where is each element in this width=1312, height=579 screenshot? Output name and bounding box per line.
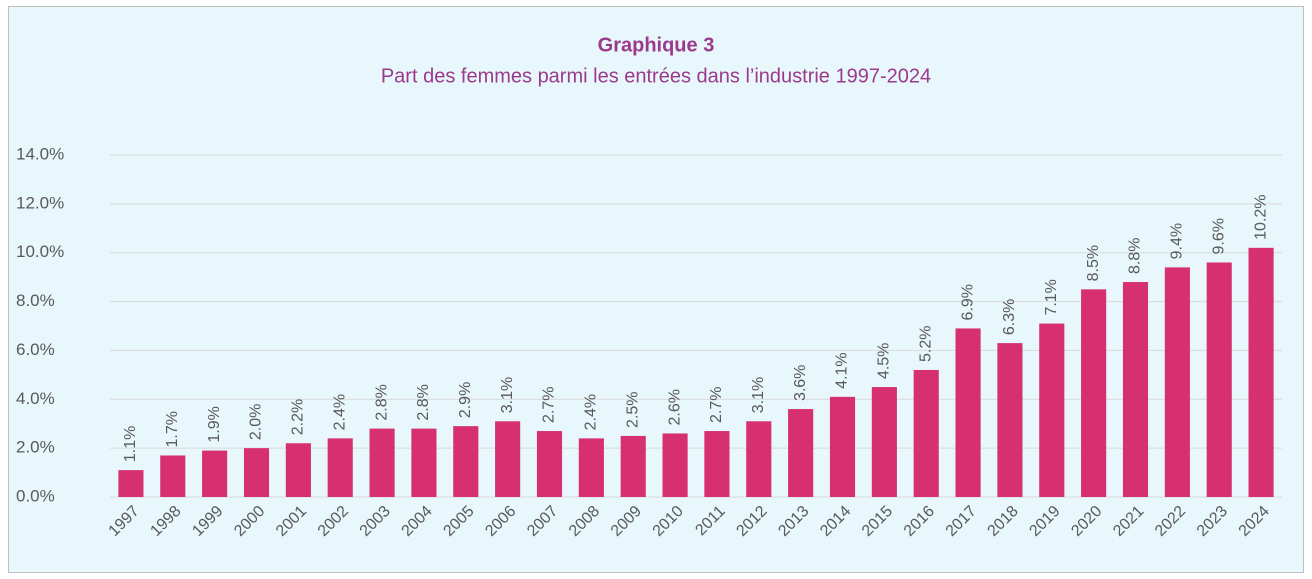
chart-title: Graphique 3 bbox=[598, 34, 715, 56]
value-label: 5.2% bbox=[917, 326, 934, 362]
value-label: 3.1% bbox=[499, 377, 516, 413]
bar bbox=[411, 428, 437, 497]
value-label: 1.9% bbox=[206, 406, 223, 442]
bar bbox=[997, 343, 1023, 497]
bar bbox=[536, 431, 563, 497]
value-label: 8.8% bbox=[1127, 238, 1144, 274]
bar bbox=[829, 396, 856, 497]
value-label: 2.9% bbox=[457, 382, 474, 418]
value-label: 6.9% bbox=[959, 284, 976, 320]
value-label: 1.1% bbox=[122, 426, 139, 462]
bar bbox=[453, 426, 479, 497]
bar bbox=[202, 450, 228, 497]
bar bbox=[1122, 282, 1149, 497]
value-label: 2.4% bbox=[583, 394, 600, 430]
chart-subtitle: Part des femmes parmi les entrées dans l… bbox=[381, 65, 931, 87]
value-label: 7.1% bbox=[1043, 279, 1060, 315]
bar bbox=[955, 328, 981, 497]
bar bbox=[788, 409, 814, 497]
bar bbox=[369, 428, 395, 497]
y-tick-label: 8.0% bbox=[16, 291, 55, 310]
y-tick-label: 12.0% bbox=[16, 193, 64, 212]
bar bbox=[495, 421, 521, 497]
bar bbox=[620, 435, 646, 497]
bar bbox=[1081, 289, 1107, 497]
bar bbox=[913, 369, 939, 497]
value-label: 8.5% bbox=[1085, 245, 1102, 281]
bar bbox=[578, 438, 604, 497]
y-tick-label: 6.0% bbox=[16, 340, 55, 359]
value-label: 2.5% bbox=[624, 391, 641, 427]
y-tick-label: 10.0% bbox=[16, 242, 64, 261]
bar bbox=[1164, 267, 1190, 497]
bar bbox=[704, 431, 730, 497]
value-label: 9.6% bbox=[1210, 218, 1227, 254]
value-label: 2.8% bbox=[415, 384, 432, 420]
bar bbox=[662, 433, 688, 497]
value-label: 3.6% bbox=[792, 365, 809, 401]
value-label: 6.3% bbox=[1001, 299, 1018, 335]
bar bbox=[243, 448, 270, 497]
bar bbox=[1206, 262, 1232, 497]
value-label: 4.5% bbox=[876, 343, 893, 379]
bar bbox=[1248, 247, 1274, 497]
value-label: 2.8% bbox=[373, 384, 390, 420]
value-label: 3.1% bbox=[750, 377, 767, 413]
value-label: 2.0% bbox=[248, 404, 265, 440]
value-label: 2.2% bbox=[290, 399, 307, 435]
value-label: 2.4% bbox=[331, 394, 348, 430]
bar bbox=[1039, 323, 1065, 497]
y-tick-label: 2.0% bbox=[16, 438, 55, 457]
value-label: 2.6% bbox=[666, 389, 683, 425]
y-tick-label: 0.0% bbox=[16, 486, 55, 505]
value-label: 2.7% bbox=[708, 387, 725, 423]
y-tick-label: 4.0% bbox=[16, 389, 55, 408]
value-label: 4.1% bbox=[834, 352, 851, 388]
bar bbox=[160, 455, 186, 497]
value-label: 1.7% bbox=[164, 411, 181, 447]
value-label: 9.4% bbox=[1169, 223, 1186, 259]
value-label: 2.7% bbox=[541, 387, 558, 423]
value-label: 10.2% bbox=[1252, 194, 1269, 239]
bar bbox=[871, 387, 897, 497]
bar bbox=[327, 438, 353, 497]
bar bbox=[118, 470, 144, 497]
bar bbox=[285, 443, 311, 497]
y-tick-label: 14.0% bbox=[16, 144, 64, 163]
bar bbox=[746, 421, 772, 497]
